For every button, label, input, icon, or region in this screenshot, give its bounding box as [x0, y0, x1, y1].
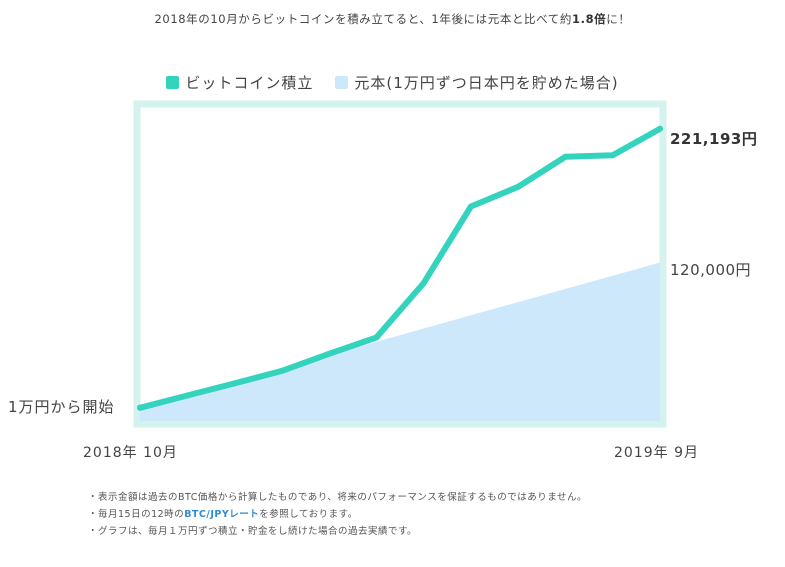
end-value-principal: 120,000円	[670, 261, 751, 279]
headline-suffix: に！	[606, 12, 631, 26]
end-value-bitcoin: 221,193円	[670, 130, 757, 148]
bitcoin-point	[467, 203, 474, 210]
bitcoin-point	[657, 125, 663, 132]
headline: 2018年の10月からビットコインを積み立てると、1年後には元本と比べて約1.8…	[0, 11, 785, 27]
bitcoin-point	[326, 350, 333, 357]
btc-jpy-rate-link[interactable]: BTC/JPYレート	[184, 509, 260, 520]
bitcoin-line	[137, 125, 663, 411]
bitcoin-point	[231, 380, 238, 387]
footnote-3: ・グラフは、毎月１万円ずつ積立・貯金をし続けた場合の過去実績です。	[88, 526, 418, 537]
footnote-2-suffix: を参照しております。	[259, 509, 358, 520]
headline-prefix: 2018年の10月からビットコインを積み立てると、1年後には元本と比べて約	[154, 12, 572, 26]
bitcoin-point	[373, 334, 380, 341]
bitcoin-point	[420, 280, 427, 287]
footnote-2-prefix: ・毎月15日の12時の	[88, 509, 185, 520]
bitcoin-point	[515, 183, 522, 190]
legend-item-principal: 元本(1万円ずつ日本円を貯めた場合)	[335, 72, 618, 93]
legend-label-bitcoin: ビットコイン積立	[185, 74, 314, 92]
principal-area	[140, 262, 660, 421]
footnote-1: ・表示金額は過去のBTC価格から計算したものであり、将来のパフォーマンスを保証す…	[88, 492, 587, 503]
start-annotation: 1万円から開始	[8, 398, 115, 416]
chart-legend: ビットコイン積立 元本(1万円ずつ日本円を貯めた場合)	[0, 72, 785, 93]
bitcoin-point	[278, 367, 285, 374]
footnote-2: ・毎月15日の12時のBTC/JPYレートを参照しております。	[88, 506, 587, 523]
bitcoin-point	[562, 153, 569, 160]
chart-svg: 1万円から開始 221,193円 120,000円 2018年 10月 2019…	[8, 100, 757, 461]
x-end-label: 2019年 9月	[614, 445, 699, 461]
legend-item-bitcoin: ビットコイン積立	[166, 72, 313, 93]
footnotes: ・表示金額は過去のBTC価格から計算したものであり、将来のパフォーマンスを保証す…	[88, 489, 587, 540]
x-start-label: 2018年 10月	[83, 445, 178, 461]
legend-swatch-bitcoin	[166, 76, 180, 89]
bitcoin-point	[137, 404, 143, 411]
legend-swatch-principal	[335, 76, 349, 89]
headline-emphasis: 1.8倍	[572, 12, 607, 26]
bitcoin-point	[609, 152, 616, 159]
bitcoin-point	[184, 392, 191, 399]
legend-label-principal: 元本(1万円ずつ日本円を貯めた場合)	[354, 74, 619, 92]
